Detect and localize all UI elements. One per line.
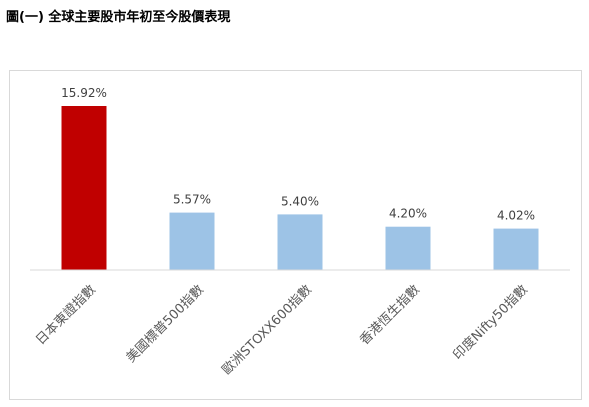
- category-label-5: 印度Nifty50指數: [450, 282, 531, 363]
- bar-1: [61, 106, 107, 270]
- category-label-4: 香港恆生指數: [357, 282, 423, 348]
- category-label-3: 歐洲STOXX600指數: [219, 282, 315, 378]
- figure-title: 圖(一) 全球主要股市年初至今股價表現: [6, 10, 231, 25]
- bar-2: [169, 212, 215, 270]
- category-labels-layer: 日本東證指數 美國標普500指數 歐洲STOXX600指數 香港恆生指數 印度Nifty…: [33, 282, 531, 378]
- data-label-3: 5.40%: [281, 194, 319, 208]
- bar-3: [277, 214, 323, 270]
- data-label-5: 4.02%: [497, 209, 535, 223]
- bar-4: [385, 226, 431, 270]
- data-labels-layer: 15.92% 5.57% 5.40% 4.20% 4.02%: [61, 86, 535, 223]
- data-label-1: 15.92%: [61, 86, 107, 100]
- bars-layer: [61, 106, 539, 270]
- data-label-4: 4.20%: [389, 207, 427, 221]
- category-label-1: 日本東證指數: [33, 282, 99, 348]
- data-label-2: 5.57%: [173, 193, 211, 207]
- bar-5: [493, 228, 539, 270]
- category-label-2: 美國標普500指數: [124, 282, 207, 365]
